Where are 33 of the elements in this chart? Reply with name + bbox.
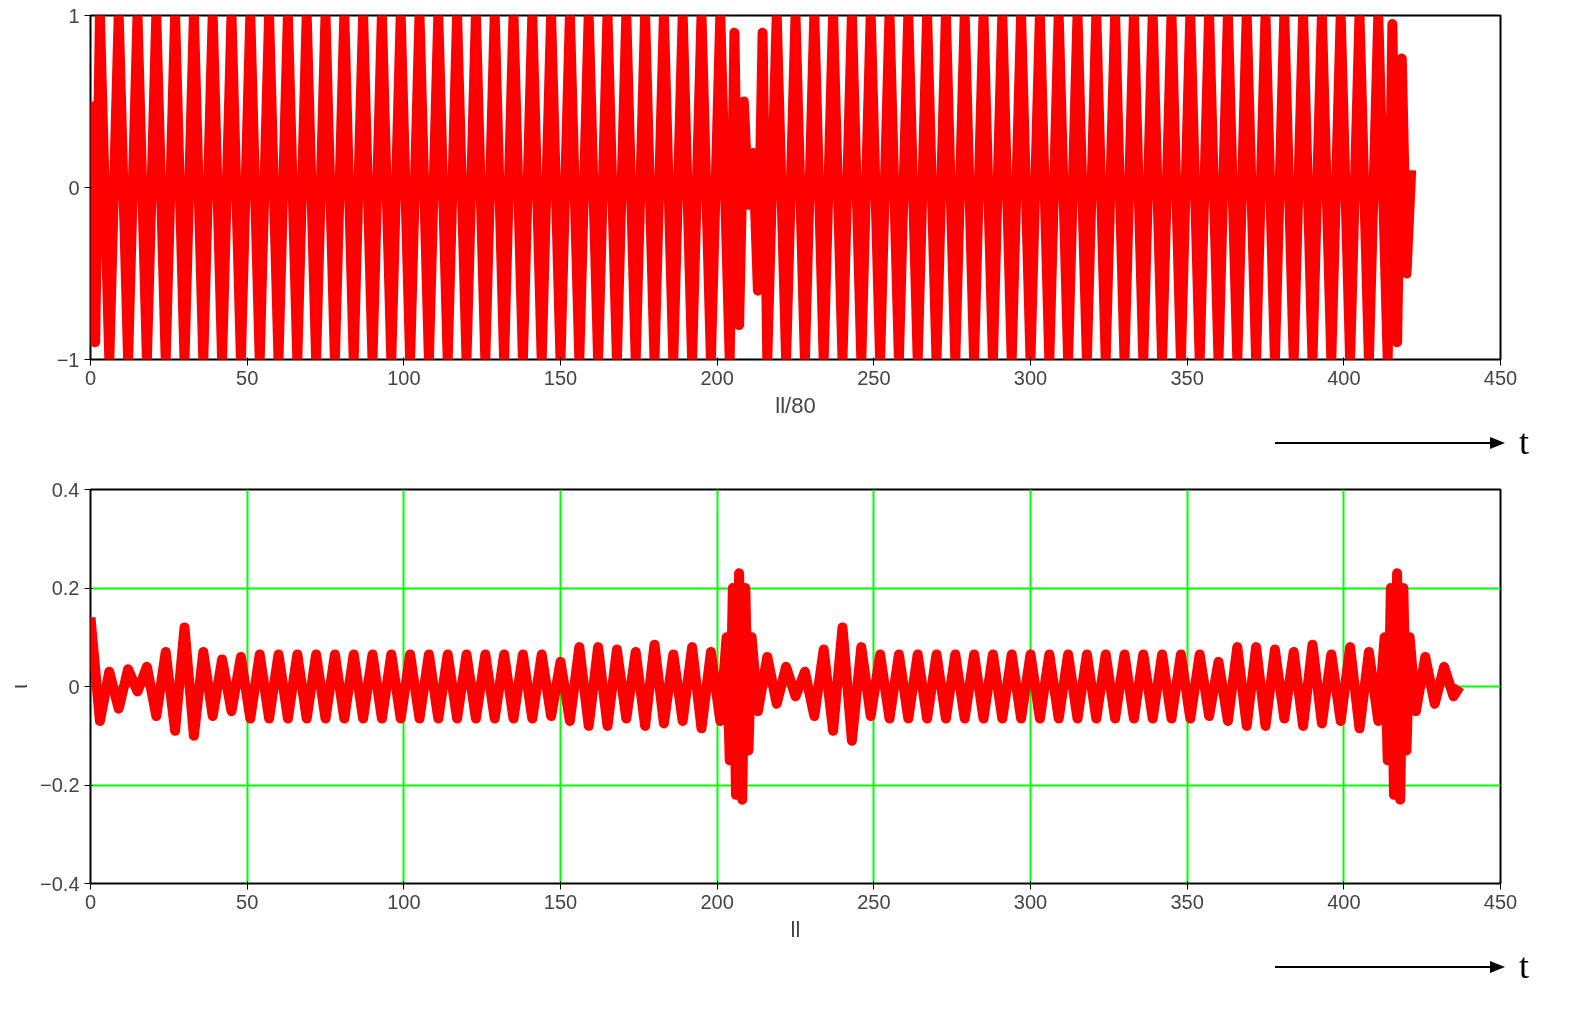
x-tick-label: 50: [236, 366, 259, 389]
y-tick-label: −0.4: [40, 872, 80, 895]
x-tick-label: 150: [543, 366, 578, 389]
x-tick-label: 350: [1170, 890, 1204, 913]
x-axis-title: ll: [790, 916, 801, 942]
x-tick-label: 100: [387, 366, 421, 389]
y-tick-label: −1: [56, 348, 80, 371]
y-tick-label: 0: [68, 176, 80, 199]
x-tick-label: 200: [700, 366, 734, 389]
text: t: [1519, 421, 1530, 465]
x-tick-label: 0: [84, 890, 97, 913]
text: t: [1519, 945, 1530, 989]
y-axis-title: ι: [7, 683, 33, 689]
x-tick-label: 250: [857, 366, 891, 389]
x-axis-title: ll/80: [775, 392, 816, 418]
x-tick-label: 100: [387, 890, 421, 913]
x-tick-label: 350: [1170, 366, 1204, 389]
y-tick-label: 0: [68, 675, 80, 698]
x-tick-label: 200: [700, 890, 734, 913]
x-tick-label: 300: [1013, 890, 1048, 913]
x-tick-label: 450: [1483, 890, 1518, 913]
x-tick-label: 250: [857, 890, 891, 913]
x-tick-label: 50: [236, 890, 259, 913]
y-tick-label: 0.4: [51, 478, 80, 501]
y-tick-label: 1: [68, 4, 80, 27]
x-tick-label: 450: [1483, 366, 1518, 389]
x-tick-label: 0: [84, 366, 97, 389]
x-tick-label: 400: [1327, 890, 1361, 913]
x-tick-label: 150: [543, 890, 578, 913]
y-tick-label: −0.2: [40, 774, 80, 796]
x-tick-label: 400: [1327, 366, 1361, 389]
y-tick-label: 0.2: [51, 577, 80, 599]
x-tick-label: 300: [1013, 366, 1048, 389]
